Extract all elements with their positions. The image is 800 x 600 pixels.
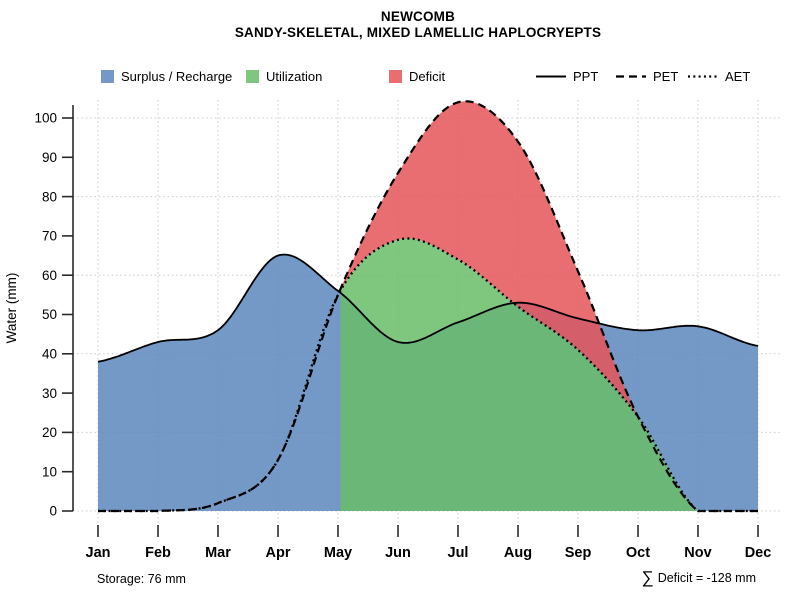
deficit-swatch — [389, 69, 402, 83]
x-tick-label: Mar — [205, 545, 231, 561]
y-tick-label: 0 — [49, 504, 57, 519]
axes: 0 10 20 30 40 50 60 70 80 90 100 Jan Feb Mar Apr May Jun… — [4, 105, 771, 561]
page-title: NEWCOMB — [380, 9, 456, 24]
dashed-line-icon — [616, 74, 646, 78]
utilization-area — [340, 238, 758, 511]
curves — [97, 100, 759, 513]
legend-item-aet: AET — [688, 68, 750, 84]
legend-item-pet: PET — [616, 68, 678, 84]
legend-item-ppt: PPT — [536, 68, 598, 84]
y-tick-label: 30 — [42, 386, 57, 401]
legend-item-surplus: Surplus / Recharge — [101, 68, 232, 84]
y-tick-label: 50 — [42, 307, 57, 322]
deficit-annotation: ∑ Deficit = -128 mm — [642, 567, 756, 587]
legend-label-pet: PET — [653, 68, 679, 84]
surplus-swatch — [101, 69, 114, 83]
deficit-area — [340, 101, 636, 414]
y-tick-label: 80 — [42, 189, 57, 204]
page-subtitle: SANDY-SKELETAL, MIXED LAMELLIC HAPLOCRYE… — [234, 25, 602, 40]
legend-label-ppt: PPT — [573, 68, 599, 84]
aet-curve — [98, 237, 758, 513]
y-tick-label: 90 — [42, 150, 57, 165]
legend-item-deficit: Deficit — [389, 68, 445, 84]
ppt-curve — [97, 253, 759, 363]
y-tick-label: 60 — [42, 268, 57, 283]
x-tick-label: Aug — [504, 545, 532, 561]
y-tick-label: 20 — [42, 425, 57, 440]
y-axis-title: Water (mm) — [4, 273, 19, 344]
legend-label-aet: AET — [725, 68, 751, 84]
legend-label-utilization: Utilization — [266, 68, 323, 84]
x-tick-label: Feb — [145, 545, 171, 561]
utilization-swatch — [246, 69, 259, 83]
y-tick-label: 100 — [34, 111, 57, 126]
x-tick-label: Oct — [626, 545, 650, 561]
solid-line-icon — [536, 75, 566, 77]
y-tick-label: 70 — [42, 229, 57, 244]
y-tick-label: 40 — [42, 347, 57, 362]
storage-annotation: Storage: 76 mm — [97, 572, 186, 586]
x-tick-label: Apr — [266, 545, 291, 561]
x-tick-label: Sep — [565, 545, 592, 561]
x-tick-label: Nov — [684, 545, 711, 561]
x-tick-label: Dec — [745, 545, 772, 561]
x-tick-label: Jun — [385, 545, 411, 561]
legend-label-deficit: Deficit — [409, 68, 446, 84]
legend-label-surplus: Surplus / Recharge — [121, 68, 233, 84]
x-tick-label: Jul — [448, 545, 469, 561]
filled-regions — [98, 101, 758, 511]
pet-curve — [98, 100, 758, 513]
x-tick-label: May — [324, 545, 352, 561]
sigma-symbol: ∑ — [641, 568, 654, 587]
deficit-text: Deficit = -128 mm — [657, 571, 756, 585]
y-tick-label: 10 — [42, 464, 57, 479]
legend-item-utilization: Utilization — [246, 68, 322, 84]
x-tick-label: Jan — [86, 545, 111, 561]
